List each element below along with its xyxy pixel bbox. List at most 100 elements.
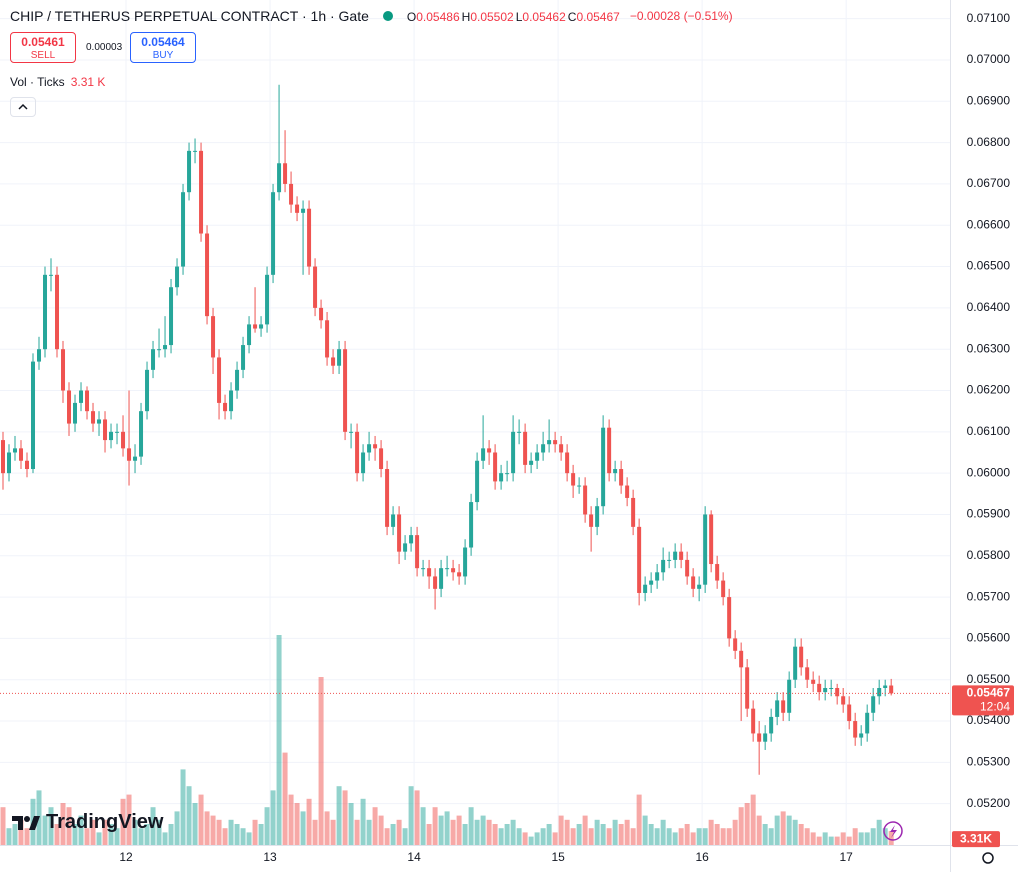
volume-bar	[600, 824, 606, 845]
y-tick-label: 0.06500	[967, 259, 1011, 273]
volume-bar	[570, 828, 576, 845]
volume-bar	[366, 819, 372, 845]
candle-body	[187, 150, 192, 193]
candle-body	[691, 576, 696, 589]
volume-bar	[84, 828, 90, 845]
candle-body	[607, 427, 612, 474]
candle-body	[13, 448, 18, 453]
legend-item: H0.05502	[462, 10, 514, 24]
volume-bar	[60, 803, 66, 845]
collapse-button[interactable]	[10, 97, 36, 117]
candle-body	[703, 514, 708, 585]
candle-body	[835, 687, 840, 697]
volume-bar	[342, 790, 348, 845]
volume-bar	[732, 819, 738, 845]
volume-bar	[816, 836, 822, 845]
candle-body	[439, 568, 444, 589]
volume-bar	[216, 819, 222, 845]
volume-bar	[798, 824, 804, 845]
candle-body	[679, 551, 684, 560]
volume-bar	[672, 832, 678, 845]
buy-price: 0.05464	[141, 35, 185, 49]
x-tick-label: 12	[119, 850, 133, 864]
volume-bar	[810, 832, 816, 845]
volume-bar	[618, 824, 624, 845]
candle-body	[427, 568, 432, 577]
sell-button[interactable]: 0.05461 SELL	[10, 32, 76, 63]
y-tick-label: 0.06100	[967, 424, 1011, 438]
candle-body	[667, 559, 672, 561]
volume-bar	[486, 819, 492, 845]
volume-bar	[54, 824, 60, 845]
settings-icon[interactable]	[982, 852, 994, 864]
volume-badge	[952, 831, 1000, 848]
y-tick-label: 0.06700	[967, 176, 1011, 190]
volume-bar	[738, 807, 744, 845]
candle-body	[757, 733, 762, 742]
legend-item: O0.05486	[407, 10, 460, 24]
volume-bar	[474, 819, 480, 845]
candle-body	[745, 667, 750, 709]
volume-bar	[312, 819, 318, 845]
volume-bar	[588, 828, 594, 845]
indicator-value: 3.31 K	[70, 75, 106, 89]
candle-body	[841, 696, 846, 705]
candle-body	[517, 431, 522, 433]
candle-body	[781, 700, 786, 713]
candle-body	[55, 274, 60, 350]
volume-bar	[180, 769, 186, 845]
candle-body	[493, 452, 498, 482]
candle-body	[451, 568, 456, 573]
candle-body	[811, 679, 816, 684]
candle-body	[721, 580, 726, 598]
volume-bar	[96, 832, 102, 845]
candle-body	[421, 568, 426, 570]
candle-body	[739, 650, 744, 668]
volume-bar	[792, 819, 798, 845]
buy-button[interactable]: 0.05464 BUY	[130, 32, 196, 63]
volume-bar	[420, 807, 426, 845]
spread: 0.00003	[86, 42, 123, 53]
candle-body	[253, 324, 258, 329]
volume-bar	[498, 828, 504, 845]
volume-bar	[258, 824, 264, 845]
volume-bar	[438, 815, 444, 845]
indicator-name: Vol · Ticks	[10, 75, 65, 89]
candle-body	[871, 696, 876, 713]
candle-body	[109, 431, 114, 441]
candle-body	[151, 349, 156, 370]
candle-body	[505, 473, 510, 475]
candle-body	[19, 448, 24, 461]
candle-body	[163, 345, 168, 350]
legend-value: 0.05467	[576, 10, 620, 24]
candle-body	[211, 316, 216, 358]
candle-body	[511, 431, 516, 474]
candle-body	[805, 667, 810, 680]
candle-body	[331, 357, 336, 366]
candle-body	[535, 452, 540, 461]
volume-bar	[450, 819, 456, 845]
volume-bar	[510, 819, 516, 845]
volume-bar	[786, 815, 792, 845]
candle-body	[391, 514, 396, 527]
volume-bar	[240, 828, 246, 845]
candle-body	[847, 704, 852, 722]
brand-logo[interactable]: TradingView	[12, 811, 163, 834]
volume-bar	[774, 815, 780, 845]
candle-body	[229, 390, 234, 412]
volume-bar	[384, 828, 390, 845]
chart-header: CHIP / TETHERUS PERPETUAL CONTRACT · 1h …	[10, 8, 733, 24]
candle-body	[751, 708, 756, 734]
legend-key: H	[461, 10, 471, 24]
volume-bar	[402, 828, 408, 845]
volume-bar	[294, 803, 300, 845]
volume-bar	[120, 798, 126, 845]
volume-bar	[462, 824, 468, 845]
volume-bar	[132, 819, 138, 845]
volume-bar	[630, 828, 636, 845]
candle-body	[499, 473, 504, 482]
volume-bar	[594, 819, 600, 845]
chevron-icon	[18, 103, 28, 110]
candle-body	[145, 369, 150, 412]
y-tick-label: 0.06600	[967, 217, 1011, 231]
